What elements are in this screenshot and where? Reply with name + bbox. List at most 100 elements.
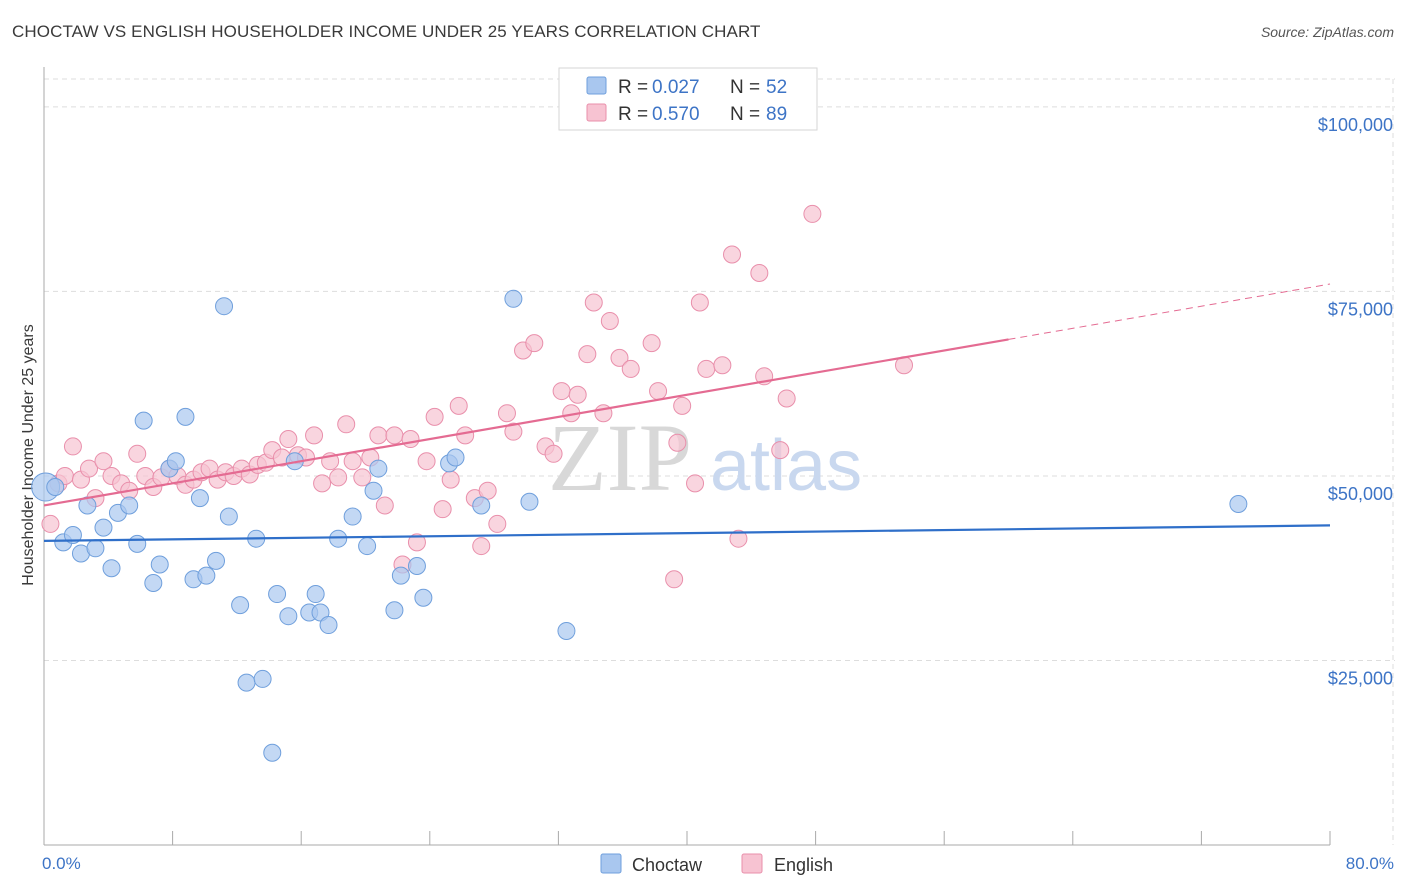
bottom-legend-choctaw: Choctaw xyxy=(632,855,703,875)
y-tick-label-2: $75,000 xyxy=(1328,299,1393,319)
english-point-33 xyxy=(305,426,324,445)
choctaw-point-42 xyxy=(391,566,410,585)
source-label: Source: ZipAtlas.com xyxy=(1260,24,1394,40)
choctaw-point-30 xyxy=(279,607,298,626)
choctaw-point-14 xyxy=(150,555,169,574)
bottom-legend: Choctaw English xyxy=(600,853,833,875)
english-point-62 xyxy=(544,444,563,463)
choctaw-point-27 xyxy=(253,669,272,688)
english-point-48 xyxy=(425,407,444,426)
english-point-3 xyxy=(63,437,82,456)
legend-swatch-english xyxy=(586,103,607,122)
english-point-7 xyxy=(94,452,113,471)
choctaw-point-23 xyxy=(215,297,234,316)
english-point-50 xyxy=(441,470,460,489)
choctaw-point-10 xyxy=(120,496,139,515)
axes xyxy=(43,67,1331,846)
legend-n-value-2: 89 xyxy=(766,104,787,125)
y-tick-label-3: $100,000 xyxy=(1318,115,1393,135)
choctaw-point-36 xyxy=(329,529,348,548)
choctaw-point-39 xyxy=(364,481,383,500)
choctaw-point-47 xyxy=(472,496,491,515)
x-tick-labels: 0.0% 80.0% xyxy=(42,854,1394,873)
english-point-71 xyxy=(621,359,640,378)
choctaw-point-8 xyxy=(102,559,121,578)
english-point-43 xyxy=(385,426,404,445)
y-tick-labels: $25,000 $50,000 $75,000 $100,000 xyxy=(1318,115,1393,689)
english-point-80 xyxy=(713,356,732,375)
bottom-legend-swatch-choctaw xyxy=(600,853,622,874)
legend-r-value-1: 0.027 xyxy=(652,77,700,98)
english-trend-line xyxy=(43,338,1009,507)
english-point-42 xyxy=(375,496,394,515)
choctaw-point-43 xyxy=(407,557,426,575)
legend-r-value-2: 0.570 xyxy=(652,104,700,125)
english-point-77 xyxy=(686,474,705,493)
english-point-69 xyxy=(600,311,619,330)
watermark-atlas: atlas xyxy=(710,426,862,506)
english-point-41 xyxy=(369,426,388,445)
english-point-46 xyxy=(407,533,426,552)
english-point-63 xyxy=(552,382,571,401)
choctaw-point-17 xyxy=(176,407,195,426)
english-point-79 xyxy=(697,359,716,378)
english-point-49 xyxy=(433,500,452,519)
choctaw-point-19 xyxy=(190,489,209,508)
english-point-58 xyxy=(504,422,523,441)
y-tick-label-1: $50,000 xyxy=(1328,484,1393,504)
choctaw-point-6 xyxy=(86,539,105,558)
choctaw-point-50 xyxy=(557,621,576,640)
choctaw-point-48 xyxy=(504,289,523,308)
choctaw-point-16 xyxy=(166,452,185,471)
english-point-57 xyxy=(497,404,516,423)
english-point-72 xyxy=(642,334,661,353)
trend-lines xyxy=(43,283,1331,543)
english-point-70 xyxy=(610,348,629,367)
choctaw-point-22 xyxy=(219,507,238,526)
english-point-36 xyxy=(329,468,348,487)
choctaw-point-37 xyxy=(343,507,362,526)
choctaw-point-41 xyxy=(385,601,404,620)
english-point-66 xyxy=(578,345,597,364)
english-point-74 xyxy=(665,570,684,589)
y-tick-label-0: $25,000 xyxy=(1328,668,1393,688)
english-point-47 xyxy=(417,452,436,471)
choctaw-point-33 xyxy=(306,585,325,604)
legend-n-value-1: 52 xyxy=(766,77,787,98)
legend-r-label-1: R = xyxy=(618,77,648,98)
english-point-45 xyxy=(401,430,420,449)
english-point-82 xyxy=(729,529,748,548)
english-point-34 xyxy=(313,474,332,493)
english-point-65 xyxy=(568,385,587,404)
chart-title: CHOCTAW VS ENGLISH HOUSEHOLDER INCOME UN… xyxy=(12,22,761,41)
english-point-73 xyxy=(649,382,668,401)
y-axis-label: Householder Income Under 25 years xyxy=(20,324,37,585)
choctaw-point-35 xyxy=(319,616,338,635)
x-tick-label-min: 0.0% xyxy=(42,854,81,873)
legend-n-label-1: N = xyxy=(730,77,760,98)
x-tick-label-max: 80.0% xyxy=(1346,854,1394,873)
choctaw-point-38 xyxy=(358,537,377,556)
bottom-legend-swatch-english xyxy=(741,853,763,874)
choctaw-point-21 xyxy=(207,551,226,570)
choctaw-point-51 xyxy=(1229,495,1248,513)
english-point-85 xyxy=(771,441,790,460)
choctaw-point-1 xyxy=(46,478,65,497)
english-point-39 xyxy=(353,468,372,487)
legend-r-label-2: R = xyxy=(618,104,648,125)
english-point-54 xyxy=(472,537,491,556)
english-point-83 xyxy=(750,263,769,282)
english-point-52 xyxy=(456,426,475,445)
english-points xyxy=(41,204,914,589)
choctaw-point-25 xyxy=(237,673,256,692)
choctaw-point-3 xyxy=(63,526,82,544)
english-point-81 xyxy=(723,245,742,264)
english-point-37 xyxy=(337,415,356,434)
choctaw-point-13 xyxy=(144,573,163,592)
choctaw-trend-line xyxy=(43,524,1331,543)
choctaw-point-28 xyxy=(263,743,282,762)
english-point-38 xyxy=(343,452,362,471)
english-point-0 xyxy=(41,514,60,533)
choctaw-point-12 xyxy=(134,411,153,430)
